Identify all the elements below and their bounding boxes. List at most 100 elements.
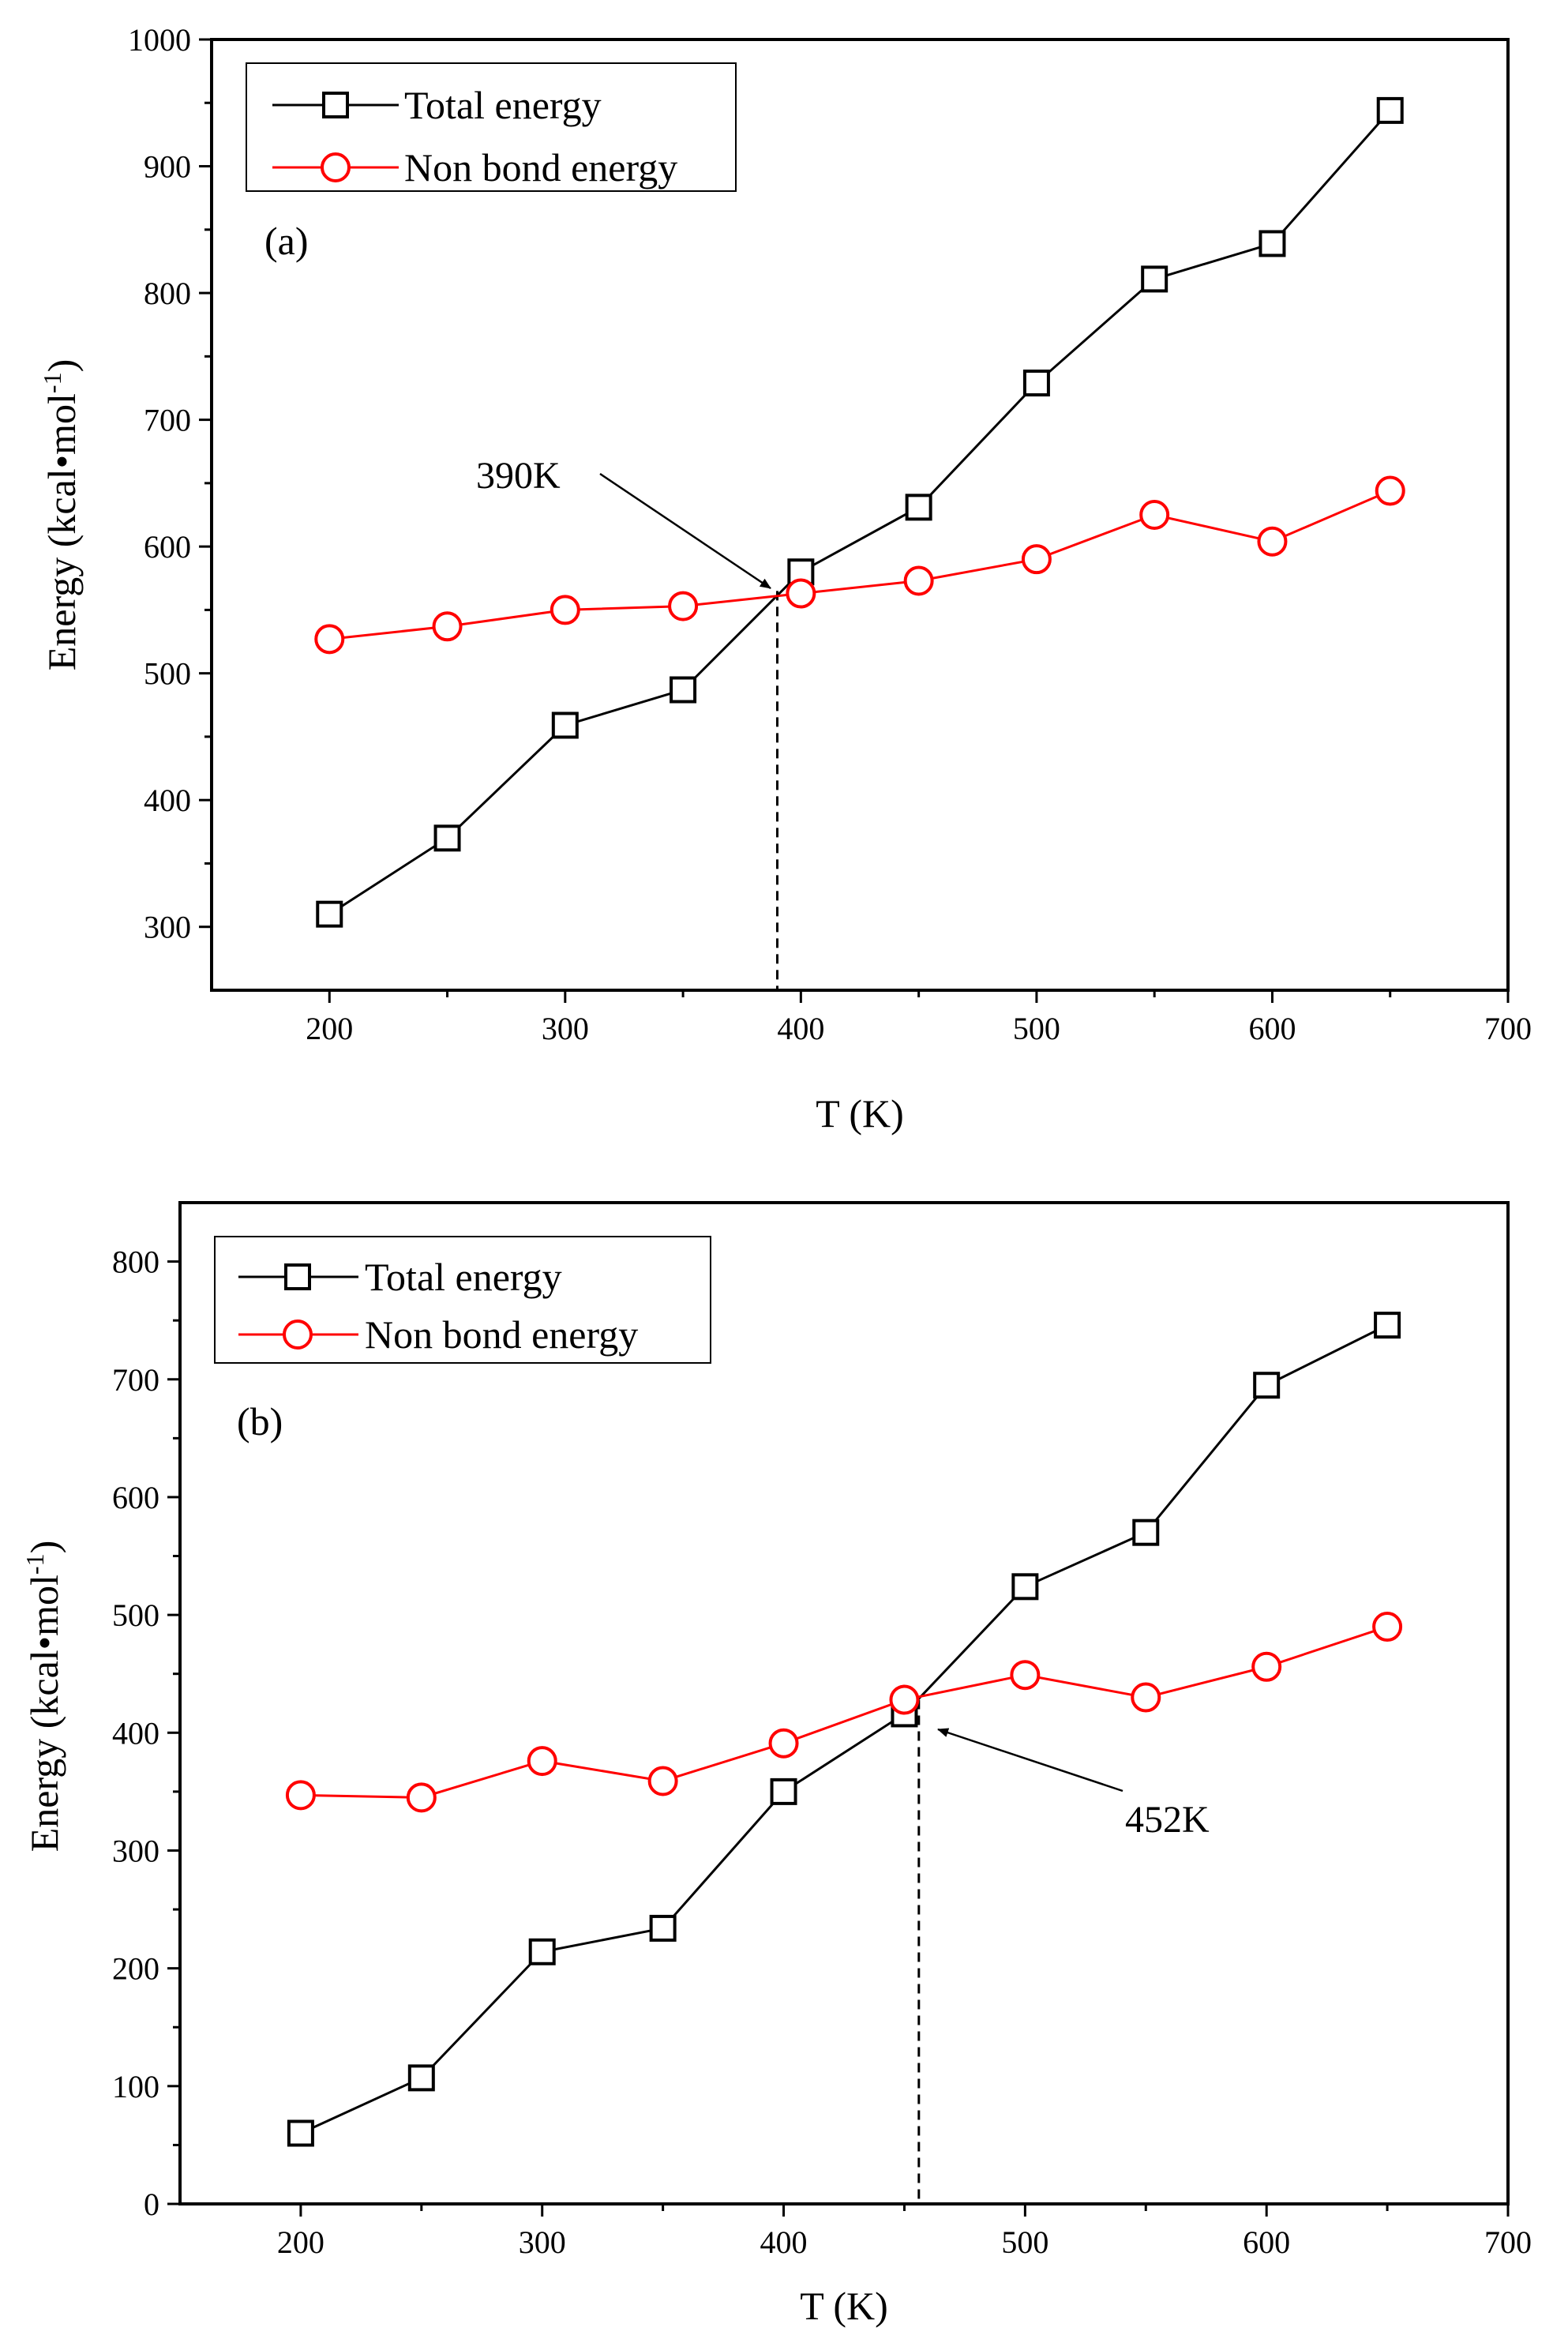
legend-marker-total-b bbox=[284, 1263, 311, 1290]
legend-marker-nonbond-a bbox=[321, 152, 351, 182]
non-bond-energy-line-b bbox=[300, 1625, 1388, 1799]
legend-label-total-a: Total energy bbox=[404, 83, 602, 127]
non-bond-energy-point-b bbox=[1010, 1660, 1041, 1691]
total-energy-point-a bbox=[1376, 96, 1404, 124]
non-bond-energy-line-a bbox=[329, 490, 1391, 640]
y-axis-title-sup-b: -1 bbox=[21, 1553, 49, 1575]
plot-frame-b bbox=[178, 1201, 1510, 2205]
non-bond-energy-point-a bbox=[903, 565, 934, 596]
total-energy-point-b bbox=[1253, 1372, 1281, 1399]
non-bond-energy-point-a bbox=[1021, 544, 1052, 575]
total-energy-point-a bbox=[551, 711, 579, 739]
total-energy-point-a bbox=[670, 676, 697, 704]
x-tick-label-a: 400 bbox=[777, 1011, 824, 1046]
legend-a: Total energy Non bond energy bbox=[246, 62, 737, 192]
total-energy-point-a bbox=[1022, 370, 1050, 397]
y-tick-label-b: 100 bbox=[112, 2069, 159, 2104]
total-energy-point-a bbox=[1141, 265, 1168, 293]
non-bond-energy-point-a bbox=[668, 591, 699, 621]
y-tick-label-b: 200 bbox=[112, 1951, 159, 1987]
series-group-b bbox=[285, 1312, 1403, 2147]
x-axis-title-b: T (K) bbox=[800, 2284, 888, 2328]
total-energy-point-a bbox=[905, 494, 932, 521]
x-tick-label-b: 400 bbox=[760, 2224, 808, 2260]
legend-marker-nonbond-b bbox=[283, 1320, 313, 1350]
annotation-arrow-b bbox=[937, 1728, 1123, 1793]
legend-label-nonbond-b: Non bond energy bbox=[365, 1312, 638, 1357]
panel-label-b: (b) bbox=[237, 1399, 283, 1443]
plot-frame-a bbox=[210, 38, 1510, 992]
annotation-text-b: 452K bbox=[1125, 1799, 1210, 1841]
total-energy-point-b bbox=[407, 2064, 435, 2092]
x-tick-label-b: 600 bbox=[1243, 2224, 1290, 2260]
non-bond-energy-point-b bbox=[768, 1728, 799, 1759]
y-tick-label-b: 500 bbox=[112, 1597, 159, 1633]
y-tick-label-a: 500 bbox=[144, 656, 191, 692]
y-axis-title-b: Energy (kcal•mol-1) bbox=[21, 1541, 66, 1853]
x-tick-label-b: 700 bbox=[1484, 2224, 1532, 2260]
non-bond-energy-point-b bbox=[889, 1684, 920, 1715]
x-tick-label-a: 600 bbox=[1248, 1011, 1296, 1046]
x-tick-label-a: 200 bbox=[306, 1011, 353, 1046]
axis-ticks-b: 200 300 400 500 600 700 0 100 200 300 400 500 600 700… bbox=[112, 1244, 1532, 2260]
total-energy-point-a bbox=[316, 900, 343, 928]
chart-panel-a: 200 300 400 500 600 700 300 400 500 600 700 800 900 1… bbox=[38, 22, 1532, 1136]
legend-b: Total energy Non bond energy bbox=[214, 1236, 711, 1364]
total-energy-point-a bbox=[1259, 230, 1286, 257]
non-bond-energy-point-a bbox=[786, 578, 816, 609]
y-tick-label-b: 700 bbox=[112, 1362, 159, 1398]
non-bond-energy-point-a bbox=[1375, 475, 1405, 506]
non-bond-energy-point-a bbox=[1257, 526, 1288, 557]
non-bond-energy-point-a bbox=[314, 624, 345, 655]
total-energy-point-b bbox=[1132, 1518, 1160, 1546]
panel-label-a: (a) bbox=[264, 219, 309, 263]
y-tick-label-b: 800 bbox=[112, 1244, 159, 1280]
non-bond-energy-point-b bbox=[406, 1782, 437, 1813]
axis-ticks-a: 200 300 400 500 600 700 300 400 500 600 700 800 900 1… bbox=[128, 22, 1532, 1046]
y-axis-title-main-b: Energy (kcal•mol bbox=[22, 1575, 66, 1852]
x-tick-label-a: 700 bbox=[1484, 1011, 1532, 1046]
series-group-a bbox=[314, 96, 1405, 928]
non-bond-energy-point-a bbox=[432, 611, 463, 642]
non-bond-energy-point-b bbox=[647, 1766, 678, 1796]
total-energy-point-b bbox=[649, 1914, 677, 1942]
annotation-arrow-a bbox=[599, 472, 771, 590]
non-bond-energy-point-a bbox=[1139, 500, 1170, 530]
y-tick-label-a: 800 bbox=[144, 276, 191, 311]
x-tick-label-b: 300 bbox=[519, 2224, 566, 2260]
x-axis-title-a: T (K) bbox=[816, 1091, 904, 1136]
chart-panel-b: 200 300 400 500 600 700 0 100 200 300 400 500 600 700… bbox=[21, 1201, 1532, 2328]
non-bond-energy-point-b bbox=[1251, 1651, 1282, 1682]
y-axis-title-main-a: Energy (kcal•mol bbox=[39, 393, 84, 670]
legend-label-total-b: Total energy bbox=[365, 1255, 562, 1299]
legend-label-nonbond-a: Non bond energy bbox=[404, 145, 677, 190]
total-energy-line-a bbox=[328, 109, 1391, 915]
non-bond-energy-point-a bbox=[550, 595, 580, 625]
total-energy-point-b bbox=[770, 1778, 797, 1805]
x-tick-label-a: 300 bbox=[542, 1011, 589, 1046]
y-tick-label-a: 300 bbox=[144, 910, 191, 945]
non-bond-energy-point-b bbox=[285, 1780, 316, 1811]
y-tick-label-a: 1000 bbox=[128, 22, 191, 58]
y-axis-title-close-b: ) bbox=[22, 1541, 66, 1554]
y-tick-label-a: 700 bbox=[144, 403, 191, 438]
total-energy-point-a bbox=[433, 824, 461, 852]
x-tick-label-b: 500 bbox=[1001, 2224, 1048, 2260]
y-tick-label-a: 600 bbox=[144, 529, 191, 565]
y-axis-title-sup-a: -1 bbox=[38, 372, 66, 393]
total-energy-point-b bbox=[528, 1938, 556, 1965]
y-tick-label-a: 400 bbox=[144, 783, 191, 818]
annotation-b: 452K bbox=[937, 1728, 1210, 1841]
legend-marker-total-a bbox=[322, 92, 349, 118]
non-bond-energy-point-b bbox=[527, 1746, 557, 1777]
total-energy-point-b bbox=[287, 2119, 314, 2147]
y-axis-title-close-a: ) bbox=[39, 359, 84, 373]
y-tick-label-b: 400 bbox=[112, 1715, 159, 1751]
annotation-a: 390K bbox=[476, 455, 771, 590]
total-energy-point-b bbox=[1374, 1312, 1401, 1339]
y-axis-title-a: Energy (kcal•mol-1) bbox=[38, 359, 84, 671]
y-tick-label-b: 600 bbox=[112, 1480, 159, 1515]
total-energy-line-b bbox=[300, 1323, 1388, 2134]
non-bond-energy-point-b bbox=[1131, 1682, 1161, 1713]
